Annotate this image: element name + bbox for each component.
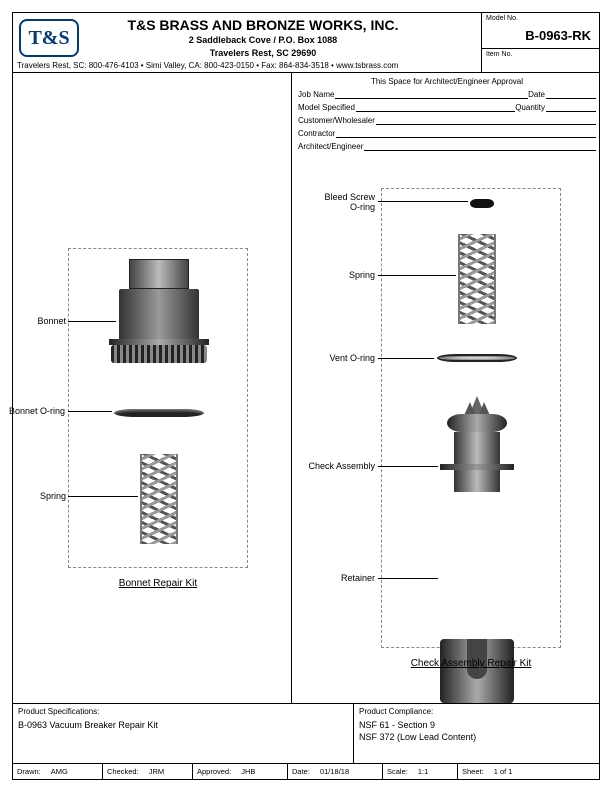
spec-head-left: Product Specifications: <box>18 707 348 716</box>
approval-line <box>356 111 515 112</box>
bleed-oring-glyph <box>470 199 494 208</box>
leader-line <box>378 358 434 359</box>
leader-line <box>68 321 116 322</box>
check-assembly-glyph <box>440 414 514 504</box>
model-no: B-0963-RK <box>486 28 595 43</box>
approval-label: Date <box>528 90 545 99</box>
bonnet-top-glyph <box>129 259 189 289</box>
approval-line <box>335 98 528 99</box>
model-no-label: Model No. <box>486 15 595 22</box>
footer-value: JRM <box>149 767 164 776</box>
footer-checked: Checked: JRM <box>103 764 193 779</box>
leader-line <box>68 496 138 497</box>
part-label-bleed-oring: Bleed Screw O-ring <box>303 193 375 213</box>
page-border: T&S T&S BRASS AND BRONZE WORKS, INC. 2 S… <box>12 12 600 780</box>
footer-sheet: Sheet: 1 of 1 <box>458 764 599 779</box>
product-compliance: Product Compliance: NSF 61 - Section 9 N… <box>353 704 600 763</box>
approval-label: Job Name <box>298 90 334 99</box>
leader-line <box>378 275 456 276</box>
approval-line <box>376 124 596 125</box>
approval-label: Model Specified <box>298 103 355 112</box>
approval-line <box>546 111 596 112</box>
part-label-retainer: Retainer <box>313 573 375 583</box>
vertical-divider <box>291 73 292 703</box>
company-block: T&S BRASS AND BRONZE WORKS, INC. 2 Saddl… <box>88 17 438 59</box>
check-kit-title: Check Assembly Repair Kit <box>381 658 561 669</box>
check-kit-diagram <box>381 188 561 648</box>
retainer-glyph <box>440 639 514 703</box>
leader-line <box>378 201 468 202</box>
part-label-bonnet: Bonnet <box>11 316 66 326</box>
approval-label: Customer/Wholesaler <box>298 116 375 125</box>
footer-value: 1 of 1 <box>494 767 513 776</box>
spec-head-right: Product Compliance: <box>359 707 595 716</box>
vent-oring-glyph <box>437 354 517 362</box>
bonnet-thread-glyph <box>111 345 207 363</box>
bonnet-kit-diagram <box>68 248 248 568</box>
approval-line <box>546 98 596 99</box>
spec-body-left: B-0963 Vacuum Breaker Repair Kit <box>18 720 348 732</box>
compliance-line1: NSF 61 - Section 9 <box>359 720 595 732</box>
footer-scale: Scale: 1:1 <box>383 764 458 779</box>
part-label-bonnet-oring: Bonnet O-ring <box>0 406 65 416</box>
footer-value: 1:1 <box>418 767 428 776</box>
company-addr2: Travelers Rest, SC 29690 <box>88 48 438 59</box>
footer-value: 01/18/18 <box>320 767 349 776</box>
body-area: This Space for Architect/Engineer Approv… <box>13 73 599 703</box>
footer-value: JHB <box>241 767 255 776</box>
approval-row-model: Model Specified Quantity <box>298 103 596 112</box>
compliance-line2: NSF 372 (Low Lead Content) <box>359 732 595 744</box>
approval-label: Quantity <box>515 103 545 112</box>
approval-line <box>364 150 596 151</box>
approval-title: This Space for Architect/Engineer Approv… <box>298 77 596 86</box>
leader-line <box>68 411 112 412</box>
check-spring-glyph <box>458 234 496 324</box>
footer-label: Drawn: <box>17 767 41 776</box>
part-label-check-assembly: Check Assembly <box>293 461 375 471</box>
footer-label: Sheet: <box>462 767 484 776</box>
company-addr1: 2 Saddleback Cove / P.O. Box 1088 <box>88 35 438 46</box>
company-logo: T&S <box>19 19 79 57</box>
approval-row-customer: Customer/Wholesaler <box>298 116 596 125</box>
approval-label: Contractor <box>298 129 335 138</box>
footer-drawn: Drawn: AMG <box>13 764 103 779</box>
spec-row: Product Specifications: B-0963 Vacuum Br… <box>13 703 599 763</box>
approval-row-jobname: Job Name Date <box>298 90 596 99</box>
bonnet-spring-glyph <box>140 454 178 544</box>
footer-date: Date: 01/18/18 <box>288 764 383 779</box>
footer-label: Checked: <box>107 767 139 776</box>
item-no-label: Item No. <box>482 49 599 60</box>
footer-label: Scale: <box>387 767 408 776</box>
bonnet-kit-title: Bonnet Repair Kit <box>68 578 248 589</box>
logo-text: T&S <box>28 27 69 50</box>
approval-line <box>336 137 596 138</box>
approval-block: This Space for Architect/Engineer Approv… <box>298 77 596 155</box>
approval-label: Architect/Engineer <box>298 142 363 151</box>
footer-label: Date: <box>292 767 310 776</box>
leader-line <box>378 578 438 579</box>
footer-label: Approved: <box>197 767 231 776</box>
footer-value: AMG <box>51 767 68 776</box>
bonnet-body-glyph <box>119 289 199 339</box>
title-block-footer: Drawn: AMG Checked: JRM Approved: JHB Da… <box>13 763 599 779</box>
approval-row-architect: Architect/Engineer <box>298 142 596 151</box>
approval-row-contractor: Contractor <box>298 129 596 138</box>
model-box: Model No. B-0963-RK Item No. <box>481 13 599 73</box>
contact-line: Travelers Rest, SC: 800-476-4103 • Simi … <box>17 61 398 70</box>
footer-approved: Approved: JHB <box>193 764 288 779</box>
company-name: T&S BRASS AND BRONZE WORKS, INC. <box>88 17 438 33</box>
spec-body-right: NSF 61 - Section 9 NSF 372 (Low Lead Con… <box>359 720 595 743</box>
part-label-spring-right: Spring <box>313 270 375 280</box>
part-label-vent-oring: Vent O-ring <box>313 353 375 363</box>
bonnet-oring-glyph <box>114 409 204 417</box>
header: T&S T&S BRASS AND BRONZE WORKS, INC. 2 S… <box>13 13 599 73</box>
part-label-spring-left: Spring <box>11 491 66 501</box>
leader-line <box>378 466 438 467</box>
product-specs: Product Specifications: B-0963 Vacuum Br… <box>13 704 353 763</box>
